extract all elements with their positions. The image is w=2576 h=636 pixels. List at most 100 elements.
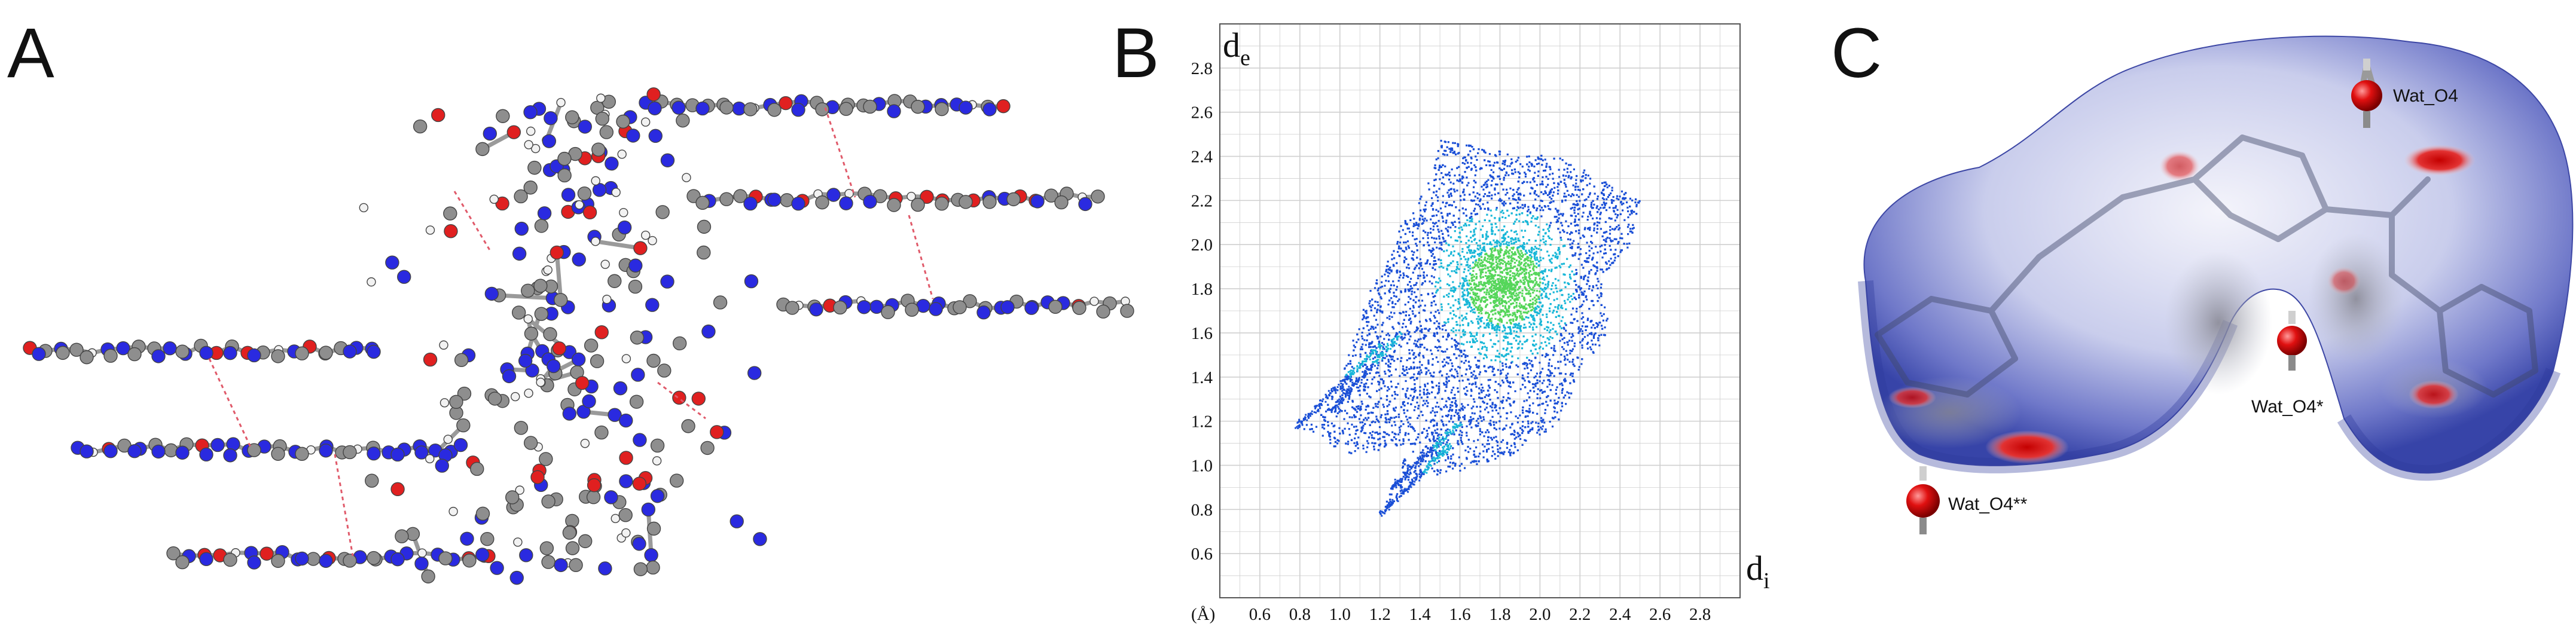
fingerprint-point <box>1478 311 1480 314</box>
fingerprint-point <box>1372 420 1374 423</box>
fingerprint-point <box>1478 193 1481 196</box>
atom <box>672 100 686 115</box>
fingerprint-point <box>1473 400 1476 403</box>
fingerprint-point <box>1460 226 1463 228</box>
fingerprint-point <box>1463 194 1466 196</box>
fingerprint-point <box>1371 434 1373 436</box>
fingerprint-point <box>1426 320 1428 322</box>
fingerprint-point <box>1520 258 1522 261</box>
atom <box>127 444 142 458</box>
atom <box>80 350 94 365</box>
fingerprint-point <box>1531 353 1534 355</box>
fingerprint-point <box>1539 334 1542 337</box>
fingerprint-point <box>1403 460 1405 462</box>
fingerprint-point <box>1362 447 1365 450</box>
fingerprint-point <box>1485 326 1487 329</box>
fingerprint-point <box>1575 175 1578 178</box>
fingerprint-point <box>1461 250 1464 253</box>
fingerprint-point <box>1470 320 1473 323</box>
fingerprint-point <box>1482 247 1485 249</box>
fingerprint-point <box>1600 334 1603 336</box>
fingerprint-point <box>1528 404 1531 407</box>
fingerprint-point <box>1488 153 1491 155</box>
fingerprint-point <box>1478 308 1481 311</box>
fingerprint-point <box>1535 343 1537 345</box>
atom <box>397 270 411 284</box>
fingerprint-point <box>1367 404 1369 407</box>
atom <box>435 458 449 473</box>
fingerprint-point <box>1485 304 1487 307</box>
fingerprint-point <box>1391 253 1393 256</box>
fingerprint-point <box>1484 283 1486 286</box>
fingerprint-point <box>1491 226 1493 228</box>
fingerprint-point <box>1491 403 1494 406</box>
atom <box>547 359 561 374</box>
fingerprint-point <box>1551 337 1553 340</box>
fingerprint-point <box>1458 166 1460 168</box>
fingerprint-point <box>1552 282 1554 285</box>
fingerprint-point <box>1454 368 1457 371</box>
fingerprint-point <box>1482 271 1484 274</box>
fingerprint-point <box>1436 332 1439 334</box>
fingerprint-point <box>1494 457 1497 460</box>
fingerprint-point <box>1458 268 1460 270</box>
fingerprint-point <box>1545 430 1547 433</box>
fingerprint-point <box>1571 350 1573 352</box>
fingerprint-point <box>1550 201 1552 203</box>
fingerprint-point <box>1498 356 1500 358</box>
fingerprint-point <box>1414 238 1416 241</box>
fingerprint-point <box>1403 241 1405 244</box>
fingerprint-point <box>1393 409 1395 411</box>
fingerprint-point <box>1363 418 1365 421</box>
fingerprint-point <box>1525 271 1528 274</box>
fingerprint-point <box>1357 436 1360 439</box>
fingerprint-point <box>1497 412 1500 415</box>
fingerprint-point <box>1451 389 1453 392</box>
fingerprint-point <box>1395 332 1398 334</box>
atom <box>959 195 973 209</box>
fingerprint-point <box>1542 314 1544 316</box>
fingerprint-point <box>1366 334 1369 337</box>
fingerprint-point <box>1477 366 1480 369</box>
fingerprint-point <box>1353 414 1356 417</box>
atom <box>672 390 686 405</box>
fingerprint-point <box>1533 310 1536 312</box>
fingerprint-point <box>1362 327 1365 329</box>
fingerprint-point <box>1447 243 1450 246</box>
fingerprint-point <box>1533 319 1536 322</box>
fingerprint-point <box>1560 304 1563 307</box>
fingerprint-point <box>1338 440 1340 442</box>
fingerprint-point <box>1437 157 1439 160</box>
fingerprint-point <box>1418 262 1420 265</box>
fingerprint-point <box>1516 206 1519 208</box>
fingerprint-point <box>1451 317 1454 320</box>
fingerprint-point <box>1552 324 1555 326</box>
fingerprint-point <box>1595 246 1597 248</box>
fingerprint-point <box>1527 372 1530 375</box>
fingerprint-point <box>1487 411 1490 414</box>
fingerprint-point <box>1536 412 1539 415</box>
fingerprint-point <box>1336 442 1339 445</box>
fingerprint-point <box>1464 222 1467 225</box>
fingerprint-point <box>1494 274 1497 276</box>
fingerprint-point <box>1439 241 1441 244</box>
fingerprint-point <box>1450 188 1452 190</box>
fingerprint-point <box>1473 207 1476 210</box>
fingerprint-point <box>1515 305 1518 308</box>
atom <box>767 103 782 117</box>
fingerprint-point <box>1413 357 1415 360</box>
fingerprint-point <box>1529 181 1531 184</box>
fingerprint-point <box>1503 167 1506 170</box>
fingerprint-point <box>1423 389 1426 391</box>
fingerprint-point <box>1451 401 1453 403</box>
fingerprint-point <box>1491 228 1493 231</box>
fingerprint-point <box>1378 400 1380 403</box>
fingerprint-point <box>1443 358 1445 360</box>
fingerprint-point <box>1521 429 1524 431</box>
fingerprint-point <box>1561 215 1564 217</box>
fingerprint-point <box>1455 345 1457 348</box>
fingerprint-point <box>1533 177 1535 179</box>
atom <box>839 196 853 210</box>
fingerprint-point <box>1532 328 1534 331</box>
atom <box>617 149 627 159</box>
